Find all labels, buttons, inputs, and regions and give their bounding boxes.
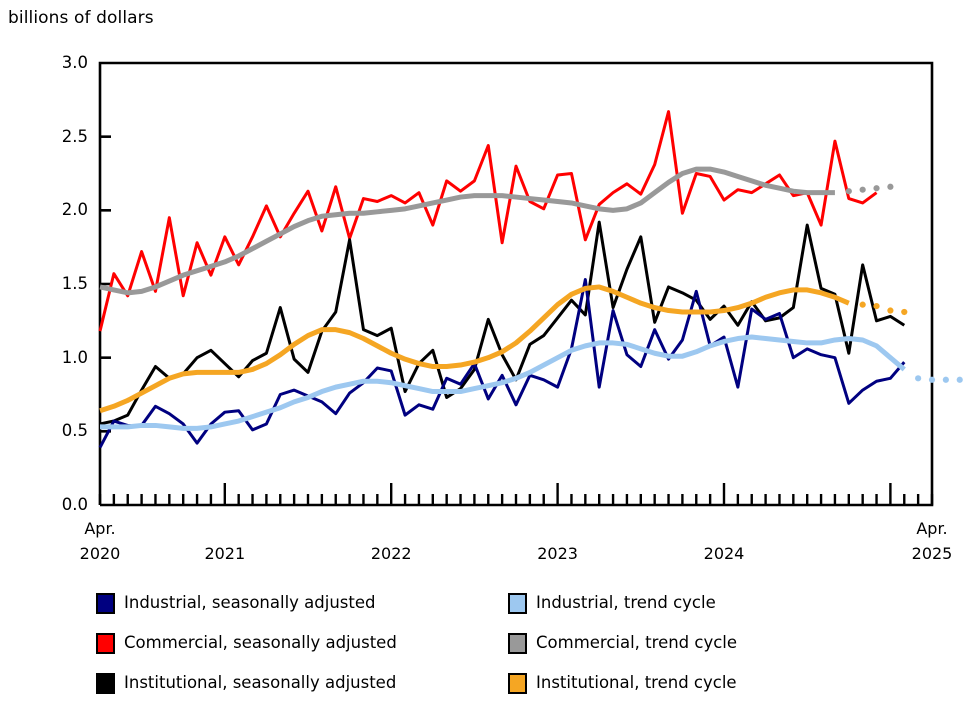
- series-projection-dot-institutional_tc: [901, 308, 908, 316]
- y-axis-tick-label: 2.0: [61, 200, 88, 220]
- x-axis-label-year: 2025: [911, 544, 953, 563]
- line-chart: [98, 61, 963, 507]
- series-line-industrial_tc: [100, 334, 906, 431]
- series-projection-dot-industrial_tc: [956, 376, 963, 383]
- series-line-commercial_tc: [99, 166, 835, 296]
- legend-item-commercial_tc[interactable]: Commercial, trend cycle: [508, 632, 920, 654]
- series-industrial_sa: [98, 278, 906, 449]
- plot-frame: [98, 61, 934, 507]
- y-axis-tick-label: 0.5: [61, 421, 88, 441]
- y-axis-tick-label: 3.0: [61, 53, 88, 72]
- series-institutional_tc: [99, 284, 908, 414]
- legend-item-industrial_sa[interactable]: Industrial, seasonally adjusted: [96, 592, 508, 614]
- legend-item-label: Industrial, seasonally adjusted: [124, 592, 376, 612]
- series-commercial_sa: [98, 110, 878, 332]
- legend-item-commercial_sa[interactable]: Commercial, seasonally adjusted: [96, 632, 508, 654]
- legend-swatch-icon: [508, 632, 527, 654]
- series-line-industrial_sa: [98, 278, 906, 449]
- series-projection-dot-commercial_tc: [845, 188, 852, 195]
- y-axis-tick-label: 2.5: [61, 126, 88, 146]
- legend-item-label: Commercial, trend cycle: [536, 632, 738, 652]
- y-axis-tick-label: 1.0: [61, 347, 88, 367]
- series-projection-dot-institutional_tc: [873, 303, 880, 310]
- series-commercial_tc: [99, 166, 894, 296]
- series-projection-dot-industrial_tc: [928, 376, 936, 383]
- legend-swatch-icon: [508, 592, 527, 614]
- x-axis-label-year: 2024: [703, 544, 745, 563]
- x-axis-label-year: 2020: [79, 544, 121, 563]
- series-line-institutional_tc: [99, 284, 850, 414]
- series-projection-dot-commercial_tc: [859, 186, 866, 193]
- x-axis-label-month: Apr.: [916, 519, 948, 538]
- legend-item-label: Commercial, seasonally adjusted: [124, 632, 397, 652]
- legend-swatch-icon: [96, 592, 115, 614]
- legend-item-label: Institutional, trend cycle: [536, 672, 737, 692]
- series-projection-dot-institutional_tc: [887, 307, 894, 314]
- series-projection-dot-commercial_tc: [873, 185, 880, 192]
- legend-item-institutional_sa[interactable]: Institutional, seasonally adjusted: [96, 672, 508, 694]
- x-axis-label-year: 2021: [204, 544, 246, 563]
- legend-item-label: Institutional, seasonally adjusted: [124, 672, 397, 692]
- x-axis-label-month: Apr.: [84, 519, 116, 538]
- y-axis-tick-label: 1.5: [61, 274, 88, 293]
- legend-item-institutional_tc[interactable]: Institutional, trend cycle: [508, 672, 920, 694]
- x-axis-label-year: 2023: [537, 544, 578, 563]
- series-projection-dot-institutional_tc: [859, 301, 866, 308]
- y-axis-unit-label: billions of dollars: [8, 8, 154, 28]
- chart-legend: Industrial, seasonally adjusted Industria…: [96, 583, 956, 703]
- series-projection-dot-industrial_tc: [942, 376, 949, 383]
- series-projection-dot-commercial_tc: [887, 183, 894, 190]
- legend-item-label: Industrial, trend cycle: [536, 592, 716, 612]
- x-axis-label-year: 2022: [370, 544, 412, 563]
- series-line-commercial_sa: [98, 110, 878, 332]
- legend-swatch-icon: [96, 632, 115, 654]
- series-industrial_tc: [100, 334, 963, 431]
- legend-swatch-icon: [96, 672, 115, 694]
- legend-item-industrial_tc[interactable]: Industrial, trend cycle: [508, 592, 920, 614]
- series-projection-dot-industrial_tc: [915, 375, 922, 382]
- y-axis-tick-label: 0.0: [61, 495, 88, 514]
- legend-swatch-icon: [508, 672, 527, 694]
